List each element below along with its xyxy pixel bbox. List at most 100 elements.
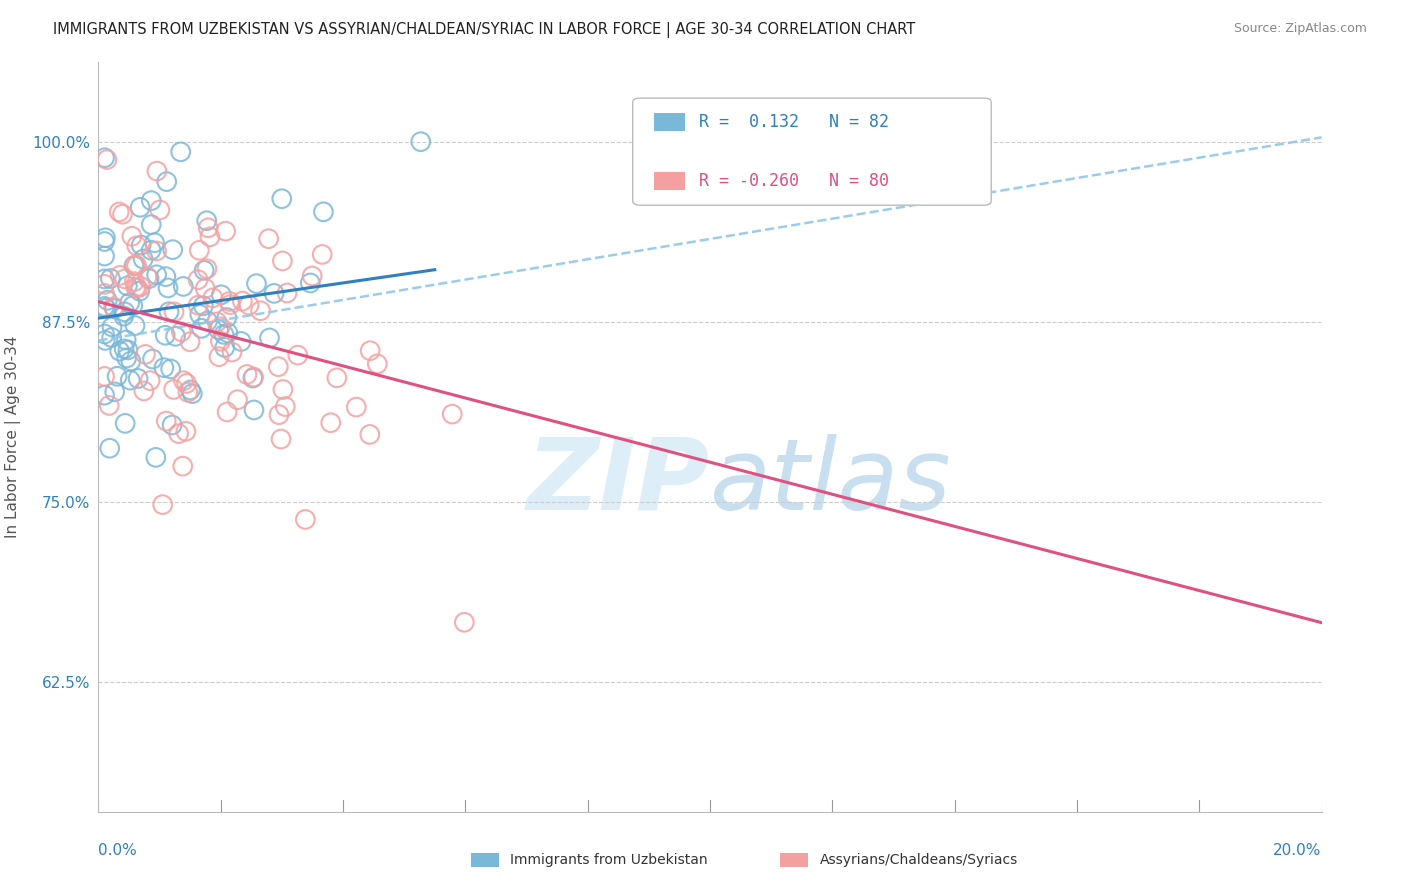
Point <box>231 294 253 309</box>
Point <box>217 405 239 419</box>
Text: Source: ZipAtlas.com: Source: ZipAtlas.com <box>1233 22 1367 36</box>
Point <box>271 383 294 397</box>
Point <box>195 261 218 276</box>
Point <box>209 334 232 349</box>
Point <box>294 512 316 526</box>
Point <box>108 344 131 359</box>
Point <box>108 268 131 283</box>
Point <box>359 343 381 358</box>
Point <box>287 348 309 362</box>
Point <box>157 304 180 318</box>
Point <box>366 357 388 371</box>
Point <box>98 399 121 413</box>
Point <box>120 354 142 368</box>
Point <box>104 301 127 316</box>
Point <box>141 194 163 208</box>
Point <box>163 305 186 319</box>
Y-axis label: In Labor Force | Age 30-34: In Labor Force | Age 30-34 <box>6 335 21 539</box>
Point <box>129 238 152 252</box>
Point <box>93 369 115 384</box>
Point <box>156 281 179 295</box>
Point <box>197 314 219 328</box>
Point <box>167 426 190 441</box>
Point <box>139 374 162 388</box>
Point <box>188 244 211 258</box>
Point <box>96 153 118 167</box>
Point <box>326 371 349 385</box>
Point <box>209 287 232 301</box>
Point <box>170 325 193 339</box>
Point <box>155 414 177 428</box>
Point <box>312 204 335 219</box>
Point <box>311 247 333 261</box>
Point <box>267 359 290 374</box>
Point <box>172 459 194 474</box>
Point <box>198 230 221 244</box>
Point <box>93 326 115 341</box>
Point <box>115 351 138 365</box>
Point <box>155 269 177 284</box>
Point <box>301 268 323 283</box>
Point <box>187 273 209 287</box>
Point <box>267 408 290 422</box>
Point <box>176 376 198 391</box>
Point <box>173 374 195 388</box>
Point <box>271 254 294 268</box>
Point <box>139 243 162 257</box>
Point <box>127 371 149 385</box>
Point <box>93 151 115 165</box>
Point <box>236 368 259 382</box>
Point <box>93 235 115 249</box>
Text: ZIP: ZIP <box>527 434 710 531</box>
Point <box>172 279 194 293</box>
Point <box>125 259 148 273</box>
Point <box>93 277 115 292</box>
Point <box>93 286 115 301</box>
Point <box>221 345 243 359</box>
Point <box>124 258 146 272</box>
Point <box>100 330 122 344</box>
Point <box>93 388 115 402</box>
Point <box>259 331 281 345</box>
Point <box>93 299 115 313</box>
Point <box>215 310 238 325</box>
Point <box>197 220 219 235</box>
Point <box>209 319 232 334</box>
Point <box>226 392 249 407</box>
Point <box>270 192 292 206</box>
Point <box>160 417 183 432</box>
Point <box>96 293 118 308</box>
Point <box>243 403 266 417</box>
Point <box>103 300 125 314</box>
Point <box>132 384 155 398</box>
Point <box>125 280 148 294</box>
Point <box>129 279 152 293</box>
Point <box>207 322 229 336</box>
Point <box>146 164 169 178</box>
Text: R =  0.132   N = 82: R = 0.132 N = 82 <box>699 113 889 131</box>
Point <box>195 213 218 227</box>
Point <box>105 369 128 384</box>
Point <box>187 298 209 312</box>
Point <box>136 269 159 284</box>
Point <box>299 276 322 290</box>
Point <box>263 286 285 301</box>
Point <box>319 416 342 430</box>
Point <box>159 362 181 376</box>
Point <box>141 218 163 232</box>
Point <box>145 450 167 465</box>
Point <box>128 284 150 298</box>
Point <box>359 427 381 442</box>
Point <box>179 383 201 397</box>
Point <box>174 425 197 439</box>
Point <box>238 298 260 312</box>
Point <box>124 318 146 333</box>
Point <box>193 299 215 313</box>
Point <box>138 271 160 285</box>
Point <box>193 263 215 277</box>
Point <box>257 232 280 246</box>
Point <box>149 202 172 217</box>
Point <box>125 239 148 253</box>
Point <box>129 200 152 214</box>
Point <box>108 205 131 219</box>
